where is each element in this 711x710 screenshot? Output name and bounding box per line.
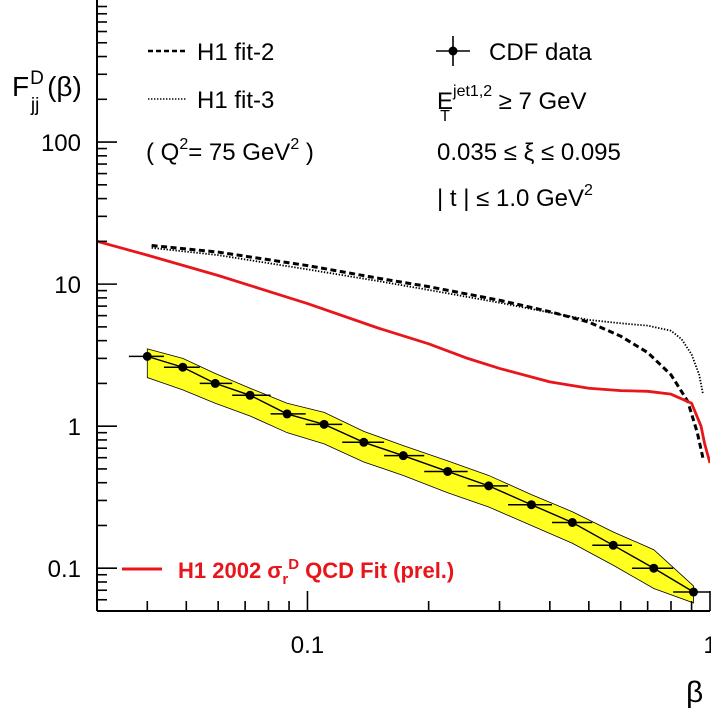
legend-xi-cut: 0.035 ≤ ξ ≤ 0.095 [437, 139, 621, 166]
legend-cdf-data: CDF data [436, 36, 592, 66]
axes-frame: 0.1 1 0.1 1 10 100 [41, 0, 711, 659]
fit-curves-layer [97, 240, 710, 464]
cdf-data-point [526, 500, 536, 510]
x-tick-label: 1 [703, 632, 711, 659]
legend-h1-fit3: H1 fit-3 [148, 87, 274, 114]
legend-h1-fit2: H1 fit-2 [148, 39, 274, 66]
cdf-data-point [178, 362, 188, 372]
legend-cdf-marker [448, 46, 458, 56]
legend-h1-fit2-label: H1 fit-2 [197, 39, 274, 66]
x-axis-label: β [686, 676, 703, 709]
y-axis-label: FD jj (β) [12, 68, 82, 116]
cdf-data-point [359, 437, 369, 447]
legend-q2-label: ( Q2= 75 GeV2 ) [146, 136, 314, 166]
cdf-data-point [142, 351, 152, 361]
legend-h1-fit3-label: H1 fit-3 [197, 87, 274, 114]
fit3-curve [151, 246, 704, 394]
cdf-data-points-layer [128, 351, 710, 597]
legend-t-cut: | t | ≤ 1.0 GeV2 [437, 182, 593, 212]
cdf-data-point [443, 466, 453, 476]
y-tick-label: 10 [54, 272, 81, 299]
legend-qcd-label: H1 2002 σrD QCD Fit (prel.) [178, 556, 454, 588]
y-tick-label: 100 [41, 130, 81, 157]
cdf-data-point [567, 517, 577, 527]
fit2-curve [151, 244, 705, 459]
cdf-data-point [210, 378, 220, 388]
y-tick-label: 0.1 [48, 556, 81, 583]
qcd-curve [97, 240, 710, 464]
legend-qcd-fit: H1 2002 σrD QCD Fit (prel.) [122, 556, 454, 588]
cdf-data-point [282, 409, 292, 419]
cdf-data-point [319, 419, 329, 429]
x-tick-label: 0.1 [291, 632, 324, 659]
cdf-data-point [245, 390, 255, 400]
legend-et-cut: Ejet1,2 T ≥ 7 GeV [437, 83, 586, 125]
cdf-data-point [649, 563, 659, 573]
cdf-data-point [484, 481, 494, 491]
cdf-data-point [398, 451, 408, 461]
legend-cdf-label: CDF data [489, 39, 592, 66]
y-tick-label: 1 [68, 414, 81, 441]
cdf-data-point [608, 540, 618, 550]
cdf-data-point [689, 587, 699, 597]
